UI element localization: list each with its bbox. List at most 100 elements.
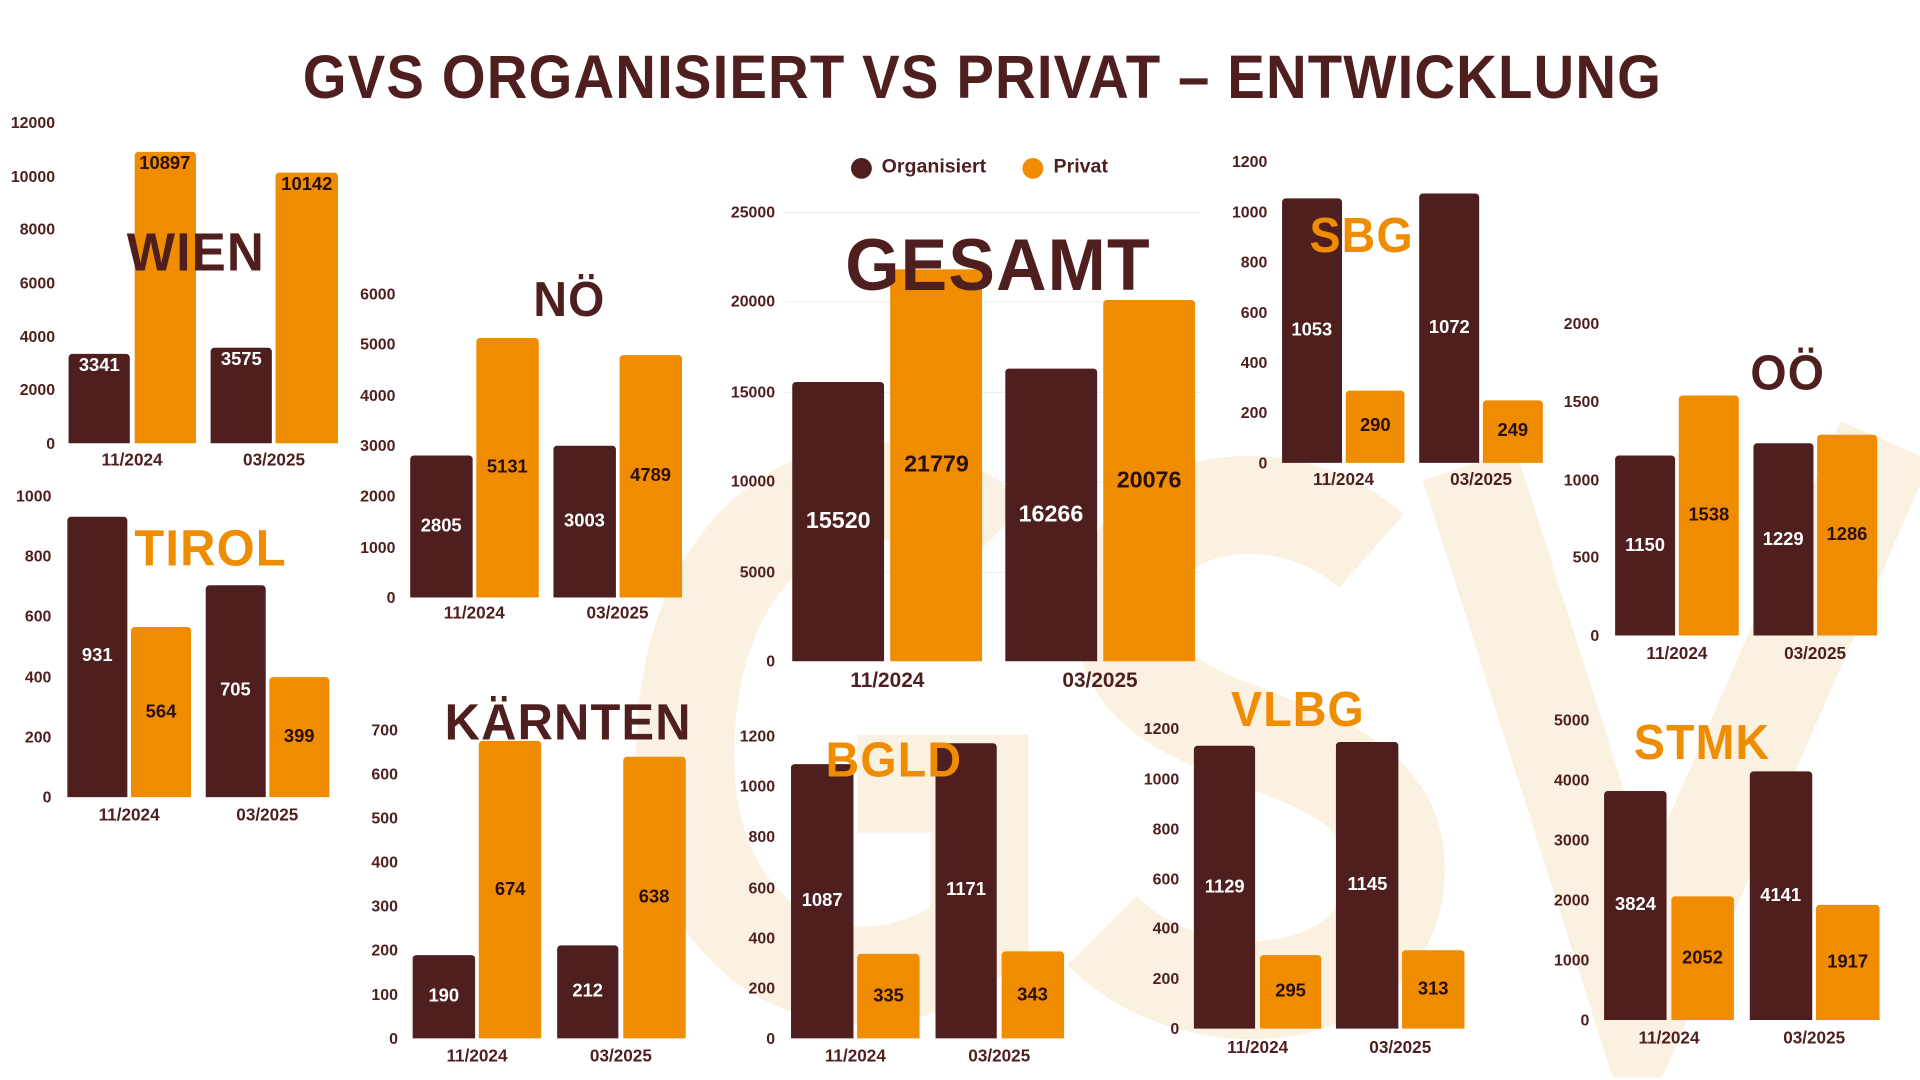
sbg-value-label: 1072 bbox=[1428, 317, 1470, 339]
gesamt-bar-privat bbox=[890, 269, 983, 662]
gesamt-value-label: 16266 bbox=[1018, 501, 1084, 528]
wien-value-label: 10142 bbox=[281, 173, 333, 195]
bgld-value-label: 1171 bbox=[946, 879, 986, 901]
vlbg-ytick-label: 0 bbox=[1170, 1019, 1180, 1038]
vlbg-bar-organisiert bbox=[1336, 742, 1399, 1029]
vlbg-ytick-label: 200 bbox=[1152, 969, 1180, 988]
kaernten-bar-privat bbox=[479, 741, 542, 1039]
bgld-bar-privat bbox=[1001, 951, 1064, 1039]
sbg-ytick-label: 0 bbox=[1258, 453, 1268, 473]
sbg-value-label: 249 bbox=[1497, 420, 1529, 442]
sbg-ytick-label: 1000 bbox=[1231, 202, 1268, 222]
noe-ytick-label: 1000 bbox=[360, 537, 396, 557]
kaernten-value-label: 638 bbox=[638, 886, 670, 908]
vlbg-value-label: 1145 bbox=[1347, 874, 1388, 896]
wien-ytick-label: 6000 bbox=[19, 273, 56, 293]
tirol-bar-organisiert bbox=[67, 516, 128, 798]
stmk-bar-privat bbox=[1671, 896, 1734, 1020]
wien-ytick-label: 10000 bbox=[10, 166, 56, 186]
ooe-region-title: OÖ bbox=[1750, 346, 1826, 401]
noe-value-label: 4789 bbox=[630, 465, 672, 487]
wien-ytick-label: 2000 bbox=[19, 380, 56, 399]
stmk-bar-organisiert bbox=[1604, 790, 1667, 1020]
ooe-bar-privat bbox=[1678, 395, 1739, 636]
wien-bar-organisiert bbox=[210, 347, 272, 444]
legend: Organisiert Privat bbox=[851, 157, 1108, 179]
bgld-ytick-label: 1000 bbox=[739, 777, 776, 796]
bgld-bar-privat bbox=[857, 953, 920, 1039]
tirol-category-label: 03/2025 bbox=[236, 804, 299, 825]
gesamt-bar-organisiert bbox=[1004, 368, 1097, 662]
bgld-category-label: 11/2024 bbox=[824, 1045, 886, 1066]
bgld-bar-organisiert bbox=[934, 743, 998, 1039]
sbg-bar-organisiert bbox=[1282, 198, 1342, 463]
gesamt-gridline bbox=[784, 211, 1202, 214]
vlbg-value-label: 313 bbox=[1417, 978, 1449, 1000]
ooe-ytick-label: 1500 bbox=[1563, 392, 1600, 411]
kaernten-value-label: 674 bbox=[494, 878, 526, 900]
stmk-ytick-label: 0 bbox=[1580, 1010, 1590, 1030]
ooe-value-label: 1150 bbox=[1625, 534, 1665, 556]
sbg-ytick-label: 200 bbox=[1240, 403, 1268, 422]
noe-ytick-label: 3000 bbox=[360, 436, 396, 455]
gesamt-region-title: GESAMT bbox=[845, 224, 1151, 307]
ooe-value-label: 1286 bbox=[1826, 524, 1868, 545]
gesamt-gridline bbox=[784, 391, 1202, 393]
noe-bar-privat bbox=[476, 337, 539, 598]
gesamt-ytick-label: 10000 bbox=[730, 472, 776, 491]
gesamt-ytick-label: 5000 bbox=[739, 562, 776, 581]
tirol-value-label: 564 bbox=[145, 701, 177, 722]
noe-ytick-label: 4000 bbox=[360, 385, 396, 405]
sbg-ytick-label: 600 bbox=[1240, 303, 1268, 322]
noe-category-label: 11/2024 bbox=[443, 602, 505, 623]
vlbg-category-label: 11/2024 bbox=[1227, 1037, 1289, 1057]
noe-region-title: NÖ bbox=[533, 273, 606, 327]
tirol-ytick-label: 1000 bbox=[16, 486, 52, 506]
stmk-value-label: 1917 bbox=[1827, 951, 1869, 973]
bgld-category-label: 03/2025 bbox=[968, 1045, 1031, 1066]
wien-ytick-label: 8000 bbox=[19, 220, 56, 239]
bgld-ytick-label: 400 bbox=[748, 928, 776, 947]
wien-category-label: 03/2025 bbox=[243, 449, 306, 469]
legend-label: Privat bbox=[1053, 156, 1108, 178]
ooe-value-label: 1538 bbox=[1688, 504, 1730, 526]
gesamt-gridline bbox=[784, 571, 1202, 573]
kaernten-ytick-label: 500 bbox=[371, 808, 398, 828]
stmk-value-label: 4141 bbox=[1760, 884, 1802, 906]
legend-label: Organisiert bbox=[881, 156, 987, 178]
bgld-value-label: 1087 bbox=[801, 890, 843, 912]
ooe-bar-organisiert bbox=[1615, 455, 1675, 636]
noe-category-label: 03/2025 bbox=[586, 602, 649, 623]
tirol-ytick-label: 400 bbox=[24, 667, 52, 686]
sbg-ytick-label: 400 bbox=[1240, 353, 1268, 372]
bgld-ytick-label: 1200 bbox=[739, 726, 776, 746]
gesamt-gridline bbox=[784, 481, 1202, 483]
ooe-ytick-label: 0 bbox=[1590, 626, 1600, 645]
wien-ytick-label: 4000 bbox=[19, 327, 56, 346]
bgld-ytick-label: 800 bbox=[748, 827, 776, 846]
sbg-bar-privat bbox=[1483, 400, 1543, 463]
noe-value-label: 2805 bbox=[420, 515, 462, 537]
vlbg-value-label: 1129 bbox=[1204, 876, 1245, 898]
gesamt-category-label: 11/2024 bbox=[850, 668, 925, 692]
gesamt-gridline bbox=[784, 301, 1202, 303]
vlbg-ytick-label: 800 bbox=[1152, 819, 1180, 838]
kaernten-ytick-label: 100 bbox=[371, 985, 398, 1004]
vlbg-category-label: 03/2025 bbox=[1369, 1037, 1432, 1057]
kaernten-ytick-label: 200 bbox=[371, 941, 398, 960]
stmk-ytick-label: 3000 bbox=[1553, 830, 1590, 850]
vlbg-value-label: 295 bbox=[1275, 980, 1306, 1002]
stmk-category-label: 03/2025 bbox=[1783, 1027, 1846, 1047]
stmk-value-label: 2052 bbox=[1682, 947, 1723, 969]
legend-dot-organisiert bbox=[851, 157, 872, 179]
noe-value-label: 5131 bbox=[486, 456, 528, 478]
noe-ytick-label: 6000 bbox=[360, 284, 396, 304]
wien-value-label: 3341 bbox=[78, 355, 120, 376]
sbg-category-label: 03/2025 bbox=[1450, 468, 1513, 489]
tirol-ytick-label: 600 bbox=[24, 607, 52, 626]
tirol-category-label: 11/2024 bbox=[98, 804, 160, 825]
ooe-ytick-label: 1000 bbox=[1563, 470, 1600, 489]
kaernten-bar-organisiert bbox=[556, 944, 619, 1039]
sbg-value-label: 1053 bbox=[1291, 319, 1333, 341]
